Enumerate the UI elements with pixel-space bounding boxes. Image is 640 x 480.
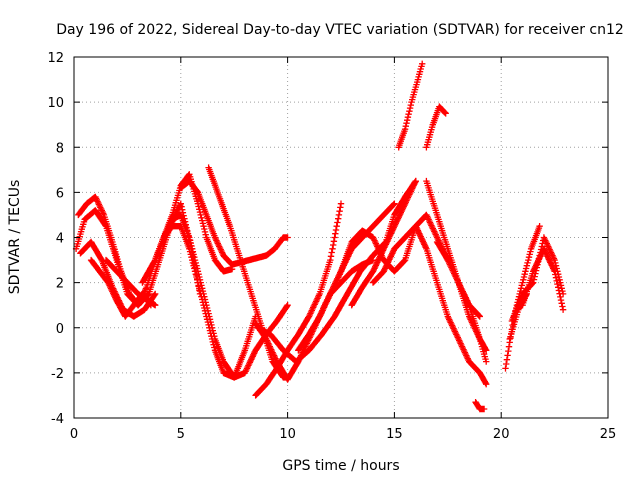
x-axis-label: GPS time / hours: [282, 458, 399, 474]
data-point-markers: [348, 177, 419, 309]
x-tick-label: 15: [386, 427, 403, 442]
data-point-markers: [472, 399, 488, 413]
series-track: [369, 223, 490, 388]
x-tick-label: 5: [177, 427, 185, 442]
y-tick-label: -2: [51, 367, 64, 382]
y-tick-label: 0: [56, 322, 64, 337]
y-tick-label: -4: [51, 412, 64, 427]
chart-title: Day 196 of 2022, Sidereal Day-to-day VTE…: [56, 22, 624, 38]
series-track: [254, 177, 419, 365]
x-tick-label: 25: [600, 427, 617, 442]
data-point-markers: [254, 177, 419, 365]
data-point-markers: [316, 211, 451, 320]
y-axis-label: SDTVAR / TECUs: [7, 180, 23, 295]
y-tick-label: 8: [56, 141, 64, 156]
x-tick-label: 0: [70, 427, 78, 442]
data-point-markers: [152, 211, 291, 381]
series-track: [102, 256, 159, 309]
series-track: [316, 211, 451, 320]
data-point-markers: [252, 200, 345, 399]
data-point-markers: [423, 103, 449, 151]
y-tick-label: 10: [47, 96, 64, 111]
data-point-markers: [455, 279, 490, 365]
data-point-markers: [506, 290, 530, 343]
series-track: [152, 211, 291, 381]
data-point-markers: [75, 171, 236, 309]
series-track: [75, 171, 236, 309]
series-track: [506, 290, 530, 343]
series-track: [205, 164, 291, 381]
data-point-markers: [205, 164, 291, 381]
series-track: [433, 238, 483, 320]
series-track: [423, 103, 449, 151]
y-tick-label: 2: [56, 277, 64, 292]
x-tick-label: 20: [493, 427, 510, 442]
series-track: [472, 399, 488, 413]
data-point-markers: [433, 238, 483, 320]
series-track: [252, 200, 345, 399]
axis-ticks: 0 5 10 15 20 25 -4 -2 0 2 4 6 8 10 12: [47, 51, 616, 442]
series-track: [395, 60, 426, 151]
grid-lines: [74, 57, 608, 418]
series-track: [455, 279, 490, 365]
data-markers: [72, 60, 567, 413]
y-tick-label: 6: [56, 186, 64, 201]
data-point-markers: [369, 223, 490, 388]
y-tick-label: 4: [56, 232, 64, 247]
data-point-markers: [102, 256, 159, 309]
data-point-markers: [395, 60, 426, 151]
x-tick-label: 10: [279, 427, 296, 442]
y-tick-label: 12: [47, 51, 64, 66]
series-track: [348, 177, 419, 309]
